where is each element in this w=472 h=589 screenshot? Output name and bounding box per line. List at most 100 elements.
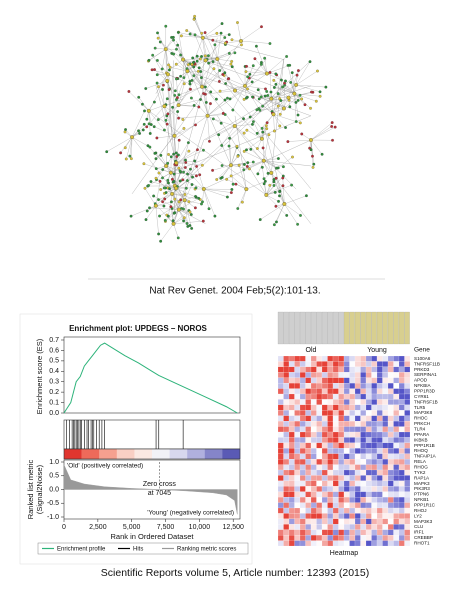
edge [217,33,222,60]
edge [148,172,171,186]
node [220,22,224,25]
heatmap-cell [393,507,400,514]
edge [171,53,188,72]
edge [234,115,247,190]
sample-header [382,311,388,345]
edge [184,59,262,139]
edge [220,85,246,92]
heatmap-cell [365,366,372,373]
heatmap-cell [310,431,317,438]
heatmap-cell [371,480,378,487]
y-tick-label: 0.6 [49,347,59,354]
heatmap-cell [327,475,334,481]
edge [186,68,203,87]
heatmap-cell [277,475,284,481]
rank-color-band [169,449,188,459]
heatmap-cell [365,497,372,503]
heatmap-cell [404,388,411,395]
node [230,65,234,69]
edge [310,140,313,157]
gene-label: APOD [414,378,428,383]
node [181,178,185,182]
edge [263,134,270,161]
node [153,151,157,155]
heatmap-cell [354,507,361,514]
heatmap-cell [294,448,301,454]
heatmap-cell [327,513,334,519]
heatmap-cell [321,361,328,367]
node [211,117,215,121]
heatmap-cell [277,426,284,433]
edge [190,33,203,38]
edge [295,61,311,86]
y-tick-label: 0.4 [49,368,59,375]
heatmap: Old Young GeneS100A6TNFRSF11BPRKD3SERPINA1… [277,311,440,557]
metric-area [63,464,238,515]
heatmap-cell [398,404,405,411]
sample-header [305,311,311,345]
heatmap-cell [393,491,400,498]
edge [271,156,293,174]
node [245,96,248,100]
heatmap-cell [365,437,372,443]
node [246,161,250,165]
node [195,59,199,63]
heatmap-cell [349,372,356,378]
edge [155,74,169,94]
node [254,44,258,48]
edge [203,188,232,190]
sample-header [354,311,361,345]
node [183,193,187,196]
node [278,190,281,194]
node [171,219,175,223]
hub-node [243,83,247,88]
heatmap-cell [360,421,367,427]
heatmap-cell [283,355,290,362]
node [144,218,148,222]
heatmap-cell [294,535,301,541]
heatmap-cell [371,442,378,449]
node [182,219,185,223]
edge [177,71,188,98]
heatmap-cell [343,437,350,443]
heatmap-cell [305,459,312,465]
heatmap-cell [338,415,345,422]
node [163,197,167,201]
edge [217,58,229,79]
heatmap-cell [294,513,301,519]
heatmap-cell [305,491,312,498]
edge [174,124,196,136]
node [309,148,313,152]
edge [271,85,312,99]
heatmap-cell [332,448,339,454]
heatmap-cell [354,377,361,384]
heatmap-cell [354,404,361,411]
x-tick-label: 12,500 [223,524,245,531]
heatmap-cell [398,383,405,389]
hub-node [185,69,190,74]
node [190,78,194,82]
metric-y-label: Ranked list metric [26,459,35,519]
heatmap-cell [360,524,367,530]
edge [193,19,203,38]
heatmap-cell [338,507,345,514]
node [142,162,146,166]
heatmap-cell [305,426,312,433]
heatmap-cell [404,431,411,438]
heatmap-cell [376,507,383,514]
heatmap-cell [332,502,339,509]
heatmap-cell [393,421,400,427]
heatmap-cell [354,399,361,405]
heatmap-cell [382,366,389,373]
heatmap-cell [338,372,345,378]
heatmap-cell [393,497,400,503]
heatmap-cell [360,399,367,405]
heatmap-cell [332,410,339,416]
node [167,181,170,185]
heatmap-cell [349,486,356,492]
heatmap-cell [321,388,328,395]
heatmap-cell [371,540,378,547]
heatmap-cell [321,469,328,476]
sample-header [321,311,328,345]
heatmap-cell [404,469,411,476]
